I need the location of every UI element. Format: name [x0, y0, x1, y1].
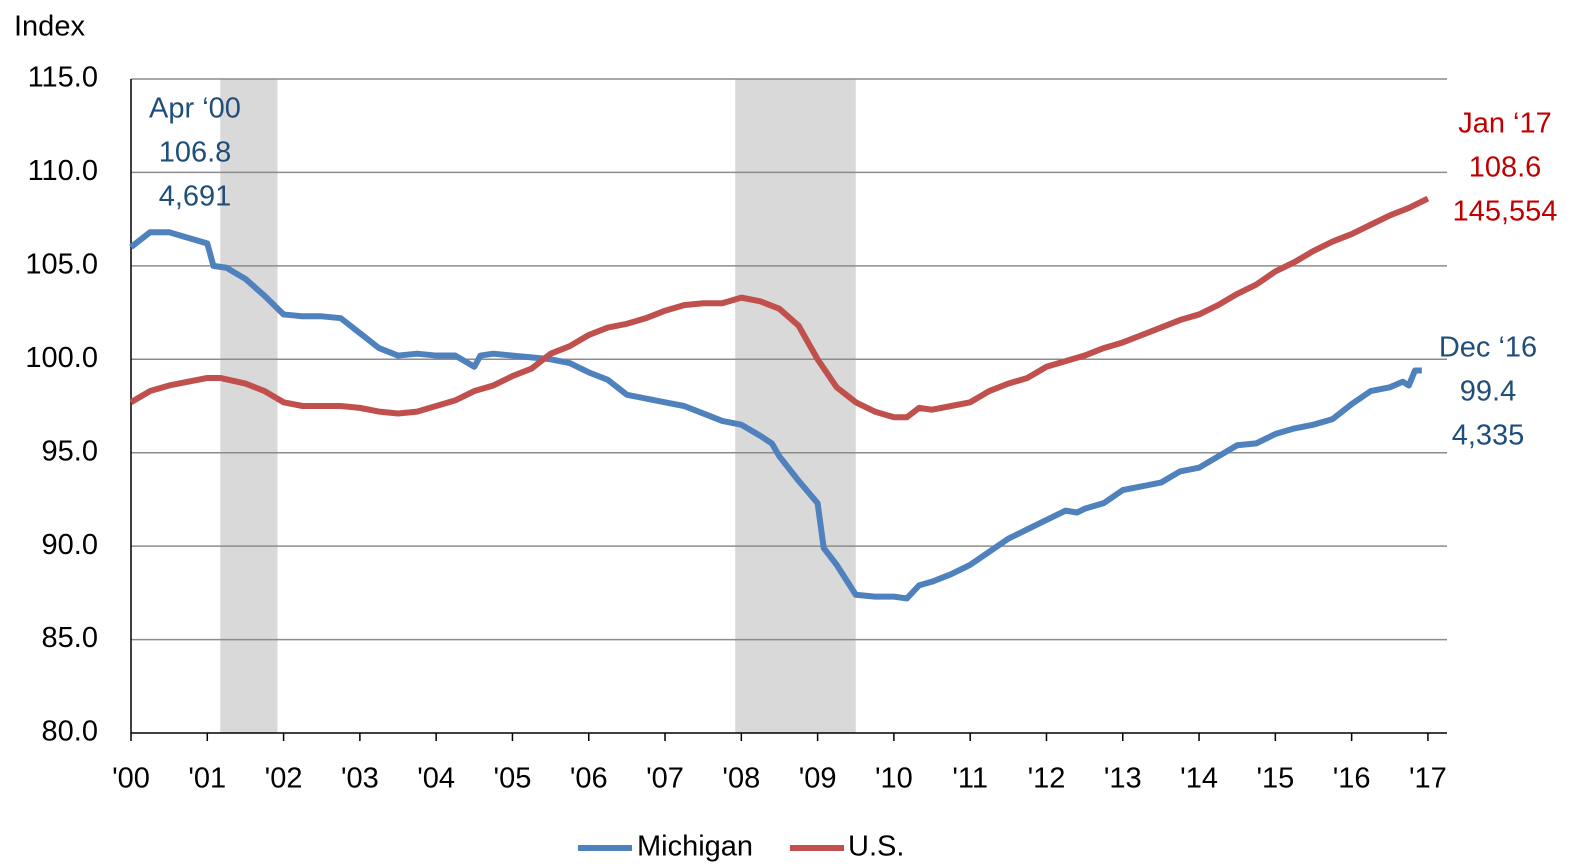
y-tick-label: 110.0	[28, 155, 98, 187]
recession-band	[735, 79, 856, 733]
x-tick-label: '11	[952, 763, 988, 795]
annotation: 108.6	[1469, 152, 1542, 184]
x-tick-label: '08	[722, 763, 760, 795]
legend-label: Michigan	[637, 831, 753, 863]
annotation: 106.8	[159, 137, 232, 169]
annotation: 4,335	[1452, 420, 1525, 452]
annotation: Dec ‘16	[1439, 332, 1537, 364]
x-tick-label: '17	[1409, 763, 1447, 795]
x-tick-label: '15	[1256, 763, 1294, 795]
y-tick-label: 100.0	[25, 342, 98, 374]
x-tick-label: '10	[875, 763, 913, 795]
x-tick-label: '09	[799, 763, 837, 795]
x-tick-label: '16	[1333, 763, 1371, 795]
recession-band	[220, 79, 278, 733]
line	[129, 229, 1422, 602]
x-tick-label: '06	[570, 763, 608, 795]
x-tick-label: '04	[417, 763, 455, 795]
y-tick-label: 80.0	[42, 716, 98, 748]
x-tick-label: '01	[188, 763, 226, 795]
legend-label: U.S.	[848, 831, 904, 863]
x-tick-label: '14	[1180, 763, 1218, 795]
annotation: 4,691	[159, 181, 232, 213]
x-tick-label: '07	[646, 763, 684, 795]
x-tick-label: '13	[1104, 763, 1142, 795]
y-tick-label: 90.0	[42, 529, 98, 561]
annotation: Apr ‘00	[149, 93, 241, 125]
y-axis-label: Index	[14, 11, 85, 43]
line	[129, 195, 1430, 421]
annotation: 145,554	[1453, 196, 1558, 228]
x-tick-label: '12	[1028, 763, 1066, 795]
y-tick-label: 95.0	[42, 435, 98, 467]
x-tick-label: '05	[494, 763, 532, 795]
annotation: Jan ‘17	[1458, 108, 1552, 140]
x-tick-label: '02	[265, 763, 303, 795]
y-tick-label: 85.0	[42, 622, 98, 654]
x-tick-label: '03	[341, 763, 379, 795]
x-tick-label: '00	[112, 763, 150, 795]
y-tick-label: 105.0	[25, 249, 98, 281]
annotation: 99.4	[1460, 376, 1516, 408]
y-tick-label: 115.0	[28, 62, 98, 94]
